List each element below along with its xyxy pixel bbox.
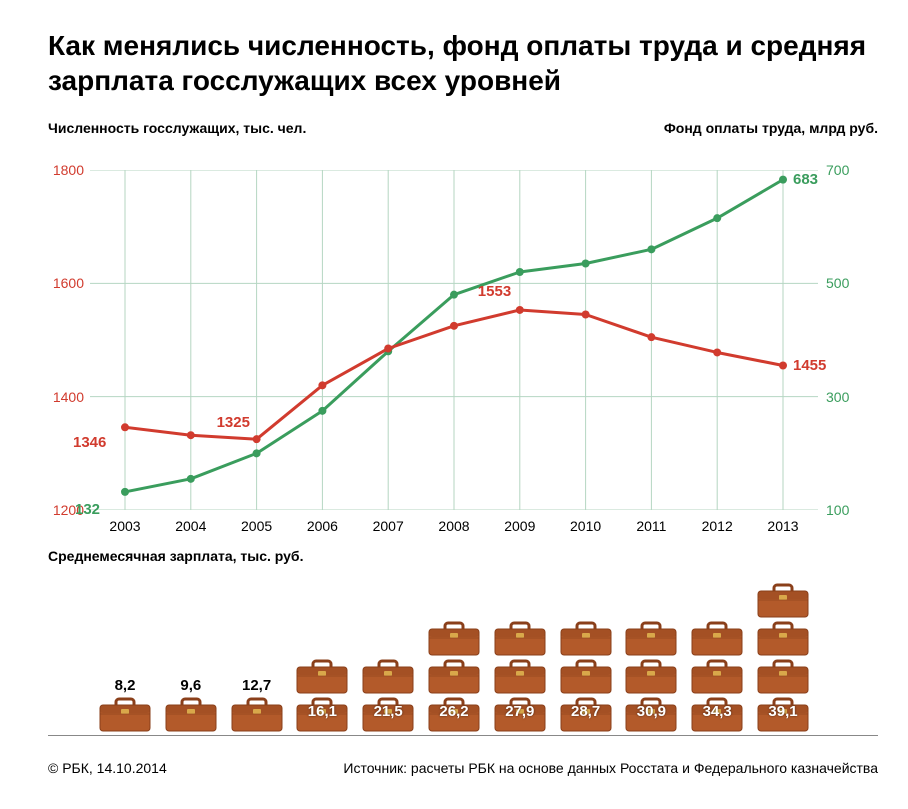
x-tick: 2007 xyxy=(373,518,404,534)
salary-column: 12,7 xyxy=(230,677,284,733)
briefcase-icon xyxy=(427,621,481,657)
salary-value: 21,5 xyxy=(374,703,403,720)
briefcase-icon xyxy=(624,621,678,657)
x-tick: 2013 xyxy=(767,518,798,534)
copyright: © РБК, 14.10.2014 xyxy=(48,760,167,776)
salary-column: 34,3 xyxy=(690,621,744,733)
salary-value: 26,2 xyxy=(439,703,468,720)
x-tick: 2011 xyxy=(636,518,666,534)
x-tick: 2004 xyxy=(175,518,206,534)
salary-column: 27,9 xyxy=(493,621,547,733)
salary-column: 9,6 xyxy=(164,677,218,733)
salary-value: 16,1 xyxy=(308,703,337,720)
x-tick: 2006 xyxy=(307,518,338,534)
salary-column: 16,1 xyxy=(295,659,349,733)
right-y-tick: 700 xyxy=(826,162,849,178)
chart-title: Как менялись численность, фонд оплаты тр… xyxy=(48,28,868,98)
briefcase-icon xyxy=(559,621,613,657)
right-y-tick: 500 xyxy=(826,275,849,291)
briefcase-stack xyxy=(230,697,284,733)
briefcase-icon xyxy=(230,697,284,733)
briefcase-icon xyxy=(493,621,547,657)
briefcase-icon xyxy=(756,659,810,695)
salary-value: 28,7 xyxy=(571,703,600,720)
salary-column: 8,2 xyxy=(98,677,152,733)
briefcase-icon xyxy=(756,621,810,657)
briefcase-stack xyxy=(164,697,218,733)
briefcase-icon xyxy=(559,659,613,695)
briefcase-icon xyxy=(295,659,349,695)
salary-column: 30,9 xyxy=(624,621,678,733)
series-data-label: 1346 xyxy=(73,434,106,451)
source: Источник: расчеты РБК на основе данных Р… xyxy=(343,760,878,776)
salary-value: 27,9 xyxy=(505,703,534,720)
x-tick: 2008 xyxy=(438,518,469,534)
briefcase-icon xyxy=(690,659,744,695)
salary-value: 12,7 xyxy=(242,677,271,694)
briefcase-icon xyxy=(756,583,810,619)
footer: © РБК, 14.10.2014 Источник: расчеты РБК … xyxy=(48,760,878,776)
salary-value: 34,3 xyxy=(703,703,732,720)
salary-value: 30,9 xyxy=(637,703,666,720)
briefcase-icon xyxy=(690,621,744,657)
salary-column: 21,5 xyxy=(361,659,415,733)
briefcase-stack xyxy=(361,659,415,733)
salary-column: 26,2 xyxy=(427,621,481,733)
salary-value: 8,2 xyxy=(115,677,136,694)
series-data-label: 1553 xyxy=(478,283,511,300)
right-axis-label: Фонд оплаты труда, млрд руб. xyxy=(664,120,878,137)
line-chart xyxy=(90,170,818,510)
series-data-label: 132 xyxy=(75,501,100,518)
briefcase-icon xyxy=(164,697,218,733)
x-tick: 2009 xyxy=(504,518,535,534)
left-y-tick: 1800 xyxy=(44,162,84,178)
briefcase-stack xyxy=(295,659,349,733)
series-data-label: 1325 xyxy=(217,414,250,431)
x-tick: 2003 xyxy=(109,518,140,534)
right-y-tick: 100 xyxy=(826,502,849,518)
series-data-label: 1455 xyxy=(793,357,826,374)
salary-value: 39,1 xyxy=(768,703,797,720)
x-tick: 2012 xyxy=(702,518,733,534)
left-axis-label: Численность госслужащих, тыс. чел. xyxy=(48,120,306,137)
briefcase-icon xyxy=(361,659,415,695)
briefcase-icon xyxy=(624,659,678,695)
x-tick: 2010 xyxy=(570,518,601,534)
baseline xyxy=(48,735,878,736)
left-y-tick: 1600 xyxy=(44,275,84,291)
right-y-tick: 300 xyxy=(826,389,849,405)
briefcase-icon xyxy=(98,697,152,733)
salary-pictogram-row: 8,2 9,6 12,7 16,1 xyxy=(90,548,818,733)
briefcase-icon xyxy=(493,659,547,695)
salary-column: 39,1 xyxy=(756,583,810,733)
salary-value: 9,6 xyxy=(180,677,201,694)
briefcase-stack xyxy=(98,697,152,733)
salary-column: 28,7 xyxy=(559,621,613,733)
briefcase-icon xyxy=(427,659,481,695)
x-tick: 2005 xyxy=(241,518,272,534)
series-data-label: 683 xyxy=(793,171,818,188)
left-y-tick: 1400 xyxy=(44,389,84,405)
chart-svg xyxy=(90,170,818,510)
